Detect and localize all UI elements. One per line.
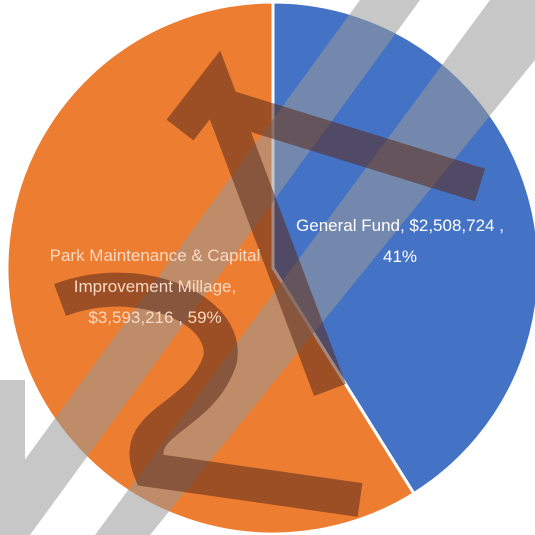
slice-label: General Fund, $2,508,724 , 41% (296, 216, 504, 266)
slice-label: Park Maintenance & Capital Improvement M… (49, 246, 261, 327)
